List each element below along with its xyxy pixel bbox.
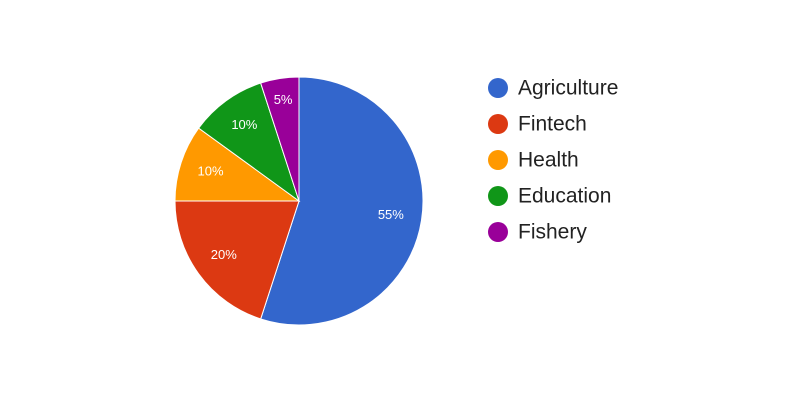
pie-slice [174, 200, 300, 320]
value-label: 20% [211, 247, 237, 262]
pie-slice [260, 76, 424, 326]
legend-label: Education [518, 185, 611, 208]
legend-marker [488, 78, 508, 98]
legend-label: Fintech [518, 113, 587, 136]
value-label: 5% [274, 92, 293, 107]
legend-marker [488, 150, 508, 170]
value-label: 10% [231, 117, 257, 132]
legend-label: Fishery [518, 221, 587, 244]
legend-marker [488, 114, 508, 134]
value-label: 10% [198, 164, 224, 179]
pie-slice [260, 76, 300, 202]
legend-label: Health [518, 149, 579, 172]
value-label: 55% [378, 207, 404, 222]
pie-slice [197, 82, 300, 203]
legend-label: Agriculture [518, 77, 618, 100]
pie-slice [174, 127, 301, 202]
legend-marker [488, 186, 508, 206]
legend-marker [488, 222, 508, 242]
